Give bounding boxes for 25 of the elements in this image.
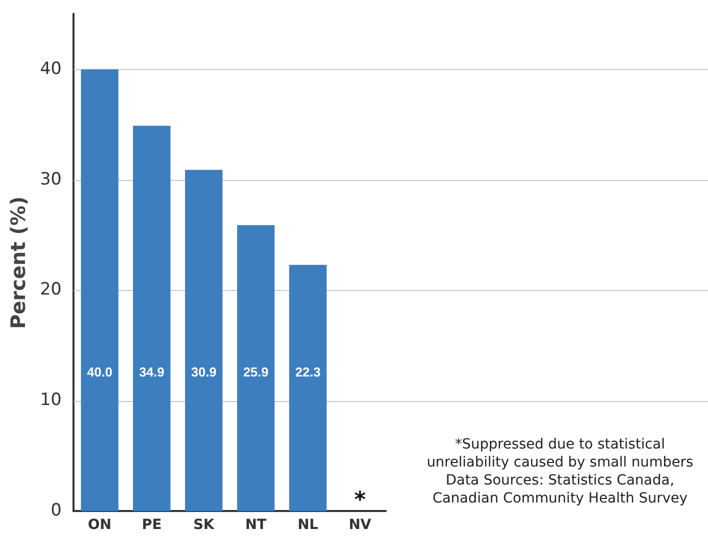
text: * [354, 488, 366, 513]
x-tick-label: ON [88, 517, 112, 534]
data-label: 30.9 [191, 364, 216, 380]
y-tick-label: 20 [40, 280, 62, 300]
data-label: 22.3 [295, 364, 321, 380]
y-tick-label: 30 [40, 169, 62, 190]
data-label: 25.9 [243, 364, 269, 380]
x-tick-label: NV [348, 517, 372, 534]
data-label: 40.0 [87, 364, 112, 380]
x-tick-label: NT [245, 517, 267, 534]
data-label: 34.9 [139, 364, 164, 380]
text: Data Sources: Statistics Canada, Canadian Community Health Survey [432, 472, 688, 507]
y-tick-label: 10 [40, 390, 62, 410]
bar [289, 264, 327, 512]
x-tick-label: PE [142, 517, 162, 534]
bar [80, 69, 118, 512]
x-tick-label: NL [298, 517, 318, 534]
bar [132, 126, 170, 512]
x-tick-label: SK [193, 517, 216, 534]
bar [237, 225, 275, 512]
text: *Suppressed due to statistical unreliability caused by small numbers [426, 436, 694, 471]
y-axis-title: Percent (%) [6, 196, 30, 329]
bar [185, 170, 223, 512]
y-tick-label: 0 [50, 500, 62, 521]
y-tick-label: 40 [40, 58, 62, 79]
